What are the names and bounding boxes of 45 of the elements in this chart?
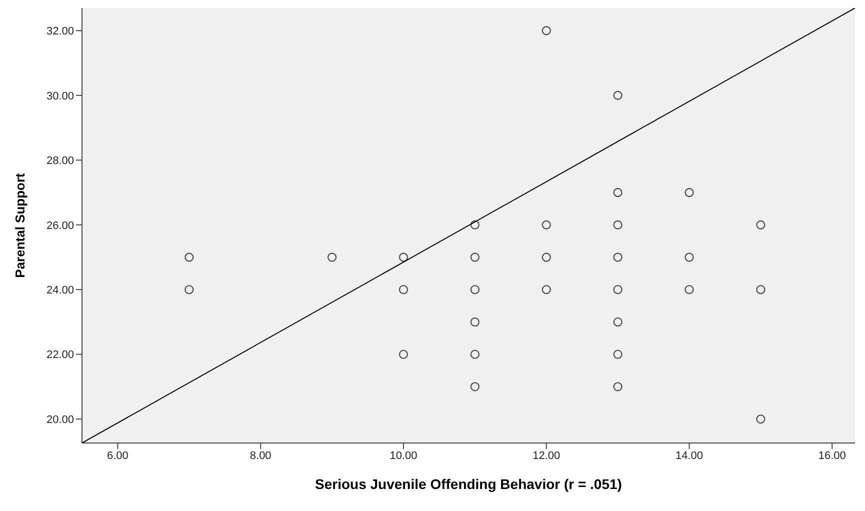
- point: [470, 220, 480, 230]
- point: [327, 252, 337, 262]
- y-tick-label: 26.00: [46, 220, 74, 232]
- point: [470, 252, 480, 262]
- point: [398, 284, 408, 294]
- y-tick-label: 24.00: [46, 284, 74, 296]
- y-tick-label: 30.00: [46, 90, 74, 102]
- point: [613, 220, 622, 230]
- point: [470, 317, 480, 327]
- x-tick-label: 6.00: [107, 450, 128, 462]
- point: [184, 252, 194, 262]
- point: [613, 317, 622, 327]
- point: [613, 284, 622, 294]
- y-tick-label: 22.00: [46, 349, 74, 362]
- x-tick-label: 12.00: [532, 450, 560, 462]
- x-tick-label: 16.00: [818, 450, 846, 462]
- point: [613, 252, 622, 262]
- x-tick-label: 14.00: [675, 450, 704, 462]
- point: [184, 284, 194, 294]
- point: [470, 382, 480, 392]
- point: [542, 220, 551, 230]
- point: [542, 252, 551, 262]
- y-tick-label: 28.00: [46, 155, 74, 168]
- x-tick-label: 8.00: [250, 450, 272, 462]
- point: [756, 284, 766, 294]
- point: [470, 284, 480, 294]
- point: [398, 350, 408, 359]
- y-axis-title: Parental Support: [12, 172, 28, 278]
- point: [542, 284, 551, 294]
- point: [684, 252, 694, 262]
- x-axis-title: Serious Juvenile Offending Behavior (r = .051): [315, 476, 622, 492]
- point: [684, 284, 694, 294]
- point: [398, 252, 408, 262]
- point: [756, 220, 766, 230]
- point: [613, 382, 622, 392]
- y-tick-label: 32.00: [46, 26, 74, 38]
- x-tick-label: 10.00: [390, 450, 418, 462]
- point: [470, 350, 480, 359]
- point: [613, 350, 622, 359]
- point: [542, 26, 551, 36]
- point: [684, 188, 694, 198]
- y-tick-label: 20.00: [46, 414, 74, 426]
- point: [613, 188, 622, 198]
- point: [613, 90, 622, 100]
- point: [756, 414, 766, 424]
